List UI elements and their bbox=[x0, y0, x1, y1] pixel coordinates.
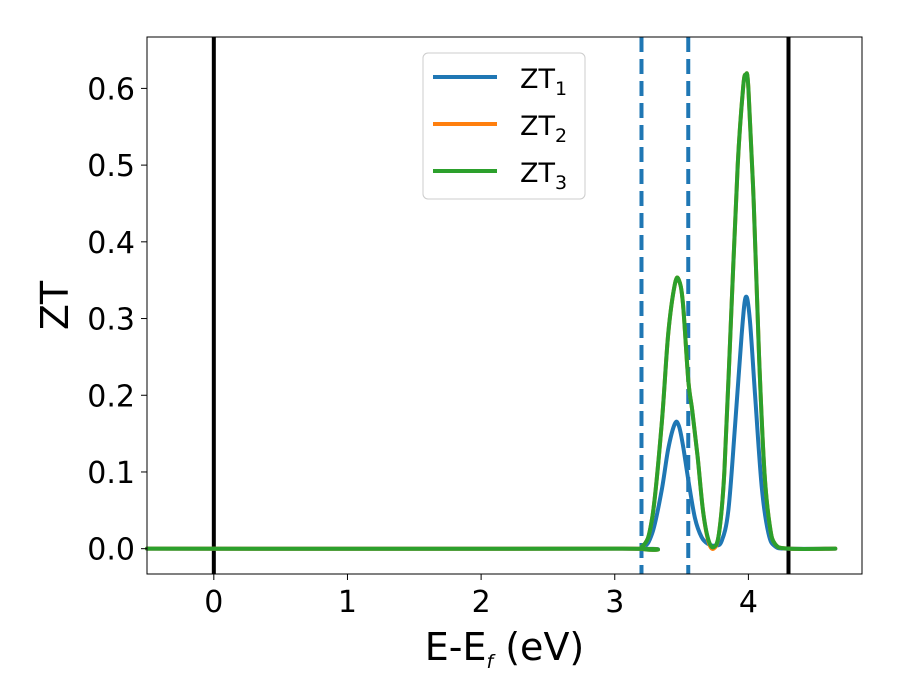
y-axis-ticks: 0.0 0.1 0.2 0.3 0.4 0.5 0.6 bbox=[87, 72, 147, 568]
y-tick-label: 0.5 bbox=[87, 149, 135, 184]
legend-entry-zt1: ZT1 bbox=[433, 64, 567, 100]
x-tick-label: 3 bbox=[605, 585, 624, 620]
series-lines bbox=[145, 71, 838, 552]
y-tick-label: 0.2 bbox=[87, 379, 135, 414]
x-tick-label: 1 bbox=[338, 585, 357, 620]
y-axis-title: ZT bbox=[33, 280, 77, 330]
legend-label-zt3: ZT3 bbox=[520, 158, 567, 194]
x-tick-label: 4 bbox=[739, 585, 758, 620]
legend-entry-zt2: ZT2 bbox=[433, 111, 567, 147]
series-line-zt3 bbox=[145, 71, 838, 552]
plot-frame bbox=[146, 36, 863, 575]
legend-frame bbox=[422, 52, 586, 200]
y-tick-label: 0.6 bbox=[87, 72, 135, 107]
x-axis-ticks: 0 1 2 3 4 bbox=[204, 574, 758, 620]
x-tick-label: 2 bbox=[472, 585, 491, 620]
legend-label-zt1: ZT1 bbox=[520, 64, 567, 100]
legend-entry-zt3: ZT3 bbox=[433, 158, 567, 194]
vertical-lines bbox=[211, 37, 791, 574]
y-tick-label: 0.3 bbox=[87, 303, 135, 338]
y-tick-label: 0.1 bbox=[87, 456, 135, 491]
y-tick-label: 0.4 bbox=[87, 226, 135, 261]
x-tick-label: 0 bbox=[204, 585, 223, 620]
legend-label-zt2: ZT2 bbox=[520, 111, 567, 147]
legend: ZT1 ZT2 ZT3 bbox=[422, 52, 586, 200]
y-tick-label: 0.0 bbox=[87, 533, 135, 568]
x-axis-title: E-Ef (eV) bbox=[425, 625, 585, 673]
